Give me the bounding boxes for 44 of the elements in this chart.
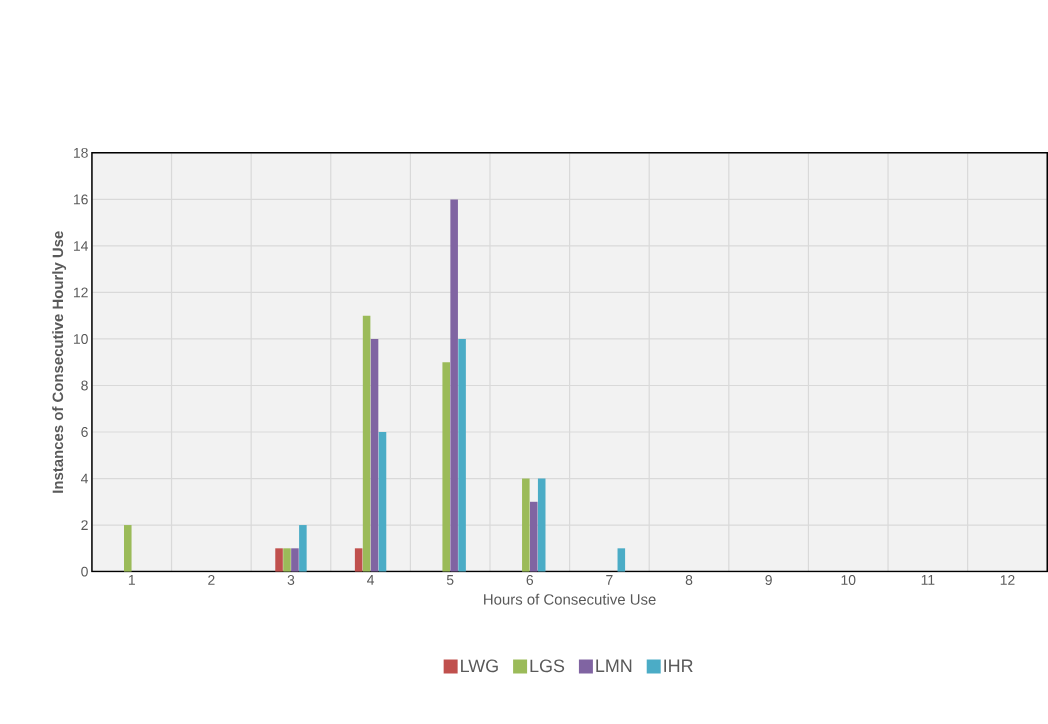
x-tick-label: 10 (841, 574, 856, 585)
y-axis-title: Instances of Consecutive Hourly Use (52, 230, 67, 493)
y-tick-label: 0 (81, 566, 88, 577)
x-tick-label: 12 (1000, 574, 1015, 585)
y-tick-label: 16 (73, 194, 88, 205)
bar (450, 199, 458, 572)
bar (458, 338, 466, 572)
legend-label: LMN (596, 659, 632, 672)
bar (354, 548, 363, 572)
bar (291, 548, 299, 572)
bar (529, 501, 538, 572)
bar (299, 524, 307, 572)
x-tick-label: 9 (765, 574, 772, 585)
bar (283, 548, 291, 572)
x-tick-label: 5 (446, 574, 454, 585)
bar (275, 548, 283, 572)
x-tick-label: 8 (685, 574, 693, 585)
x-tick-label: 7 (606, 574, 613, 585)
legend-label: LWG (461, 659, 498, 672)
x-tick-label: 3 (287, 574, 295, 585)
bar (378, 431, 387, 572)
x-tick-label: 6 (526, 574, 534, 585)
bar (123, 524, 132, 572)
y-tick-label: 18 (73, 147, 88, 158)
y-tick-label: 10 (73, 333, 88, 344)
x-tick-label: 2 (208, 574, 215, 585)
bar (617, 548, 626, 572)
x-tick-label: 4 (367, 574, 375, 585)
y-tick-label: 12 (73, 287, 88, 298)
y-tick-label: 4 (80, 473, 89, 484)
bar (370, 338, 379, 572)
bar (442, 361, 450, 572)
x-axis-title: Hours of Consecutive Use (484, 593, 656, 605)
bar (362, 315, 371, 572)
x-tick-label: 11 (921, 574, 935, 585)
bar (537, 478, 546, 572)
y-tick-label: 14 (73, 240, 88, 251)
legend-label: LGS (530, 659, 565, 672)
bar (522, 478, 530, 572)
legend-label: IHR (664, 659, 693, 672)
y-tick-label: 6 (81, 426, 88, 437)
y-tick-label: 2 (81, 519, 88, 530)
x-tick-label: 1 (128, 574, 135, 585)
y-tick-label: 8 (81, 380, 88, 391)
